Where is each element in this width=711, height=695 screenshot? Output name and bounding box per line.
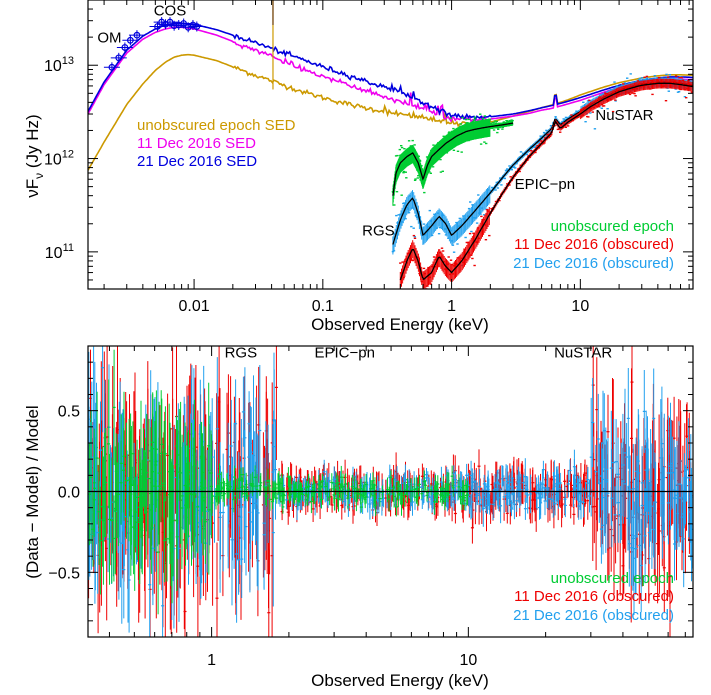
model-line-unobscured	[392, 122, 514, 196]
annotation-nustar: NuSTAR	[595, 107, 653, 124]
series-dec11	[399, 75, 693, 289]
sed-y-axis-label-sub: ν	[32, 173, 46, 179]
annotation-epicpn: EPIC−pn	[515, 176, 575, 193]
series-unobscured	[391, 113, 514, 206]
residual-x-axis-label: Observed Energy (keV)	[311, 671, 489, 690]
legend-sed-dec11: 11 Dec 2016 SED	[137, 135, 256, 152]
legend-top-unobscured: unobscured epoch	[551, 218, 674, 235]
sed-tick-labels: 0.01 0.1 1 10 1011 1012 1013	[44, 55, 589, 315]
residual-x-tick-label: 10	[459, 652, 477, 669]
uv-data-markers	[103, 17, 205, 73]
legend-bottom-unobscured: unobscured epoch	[551, 570, 674, 587]
residual-series-group	[88, 346, 693, 637]
residual-panel: 1 10 −0.5 0.0 0.5 Observed Energy (keV) (Dat…	[23, 344, 694, 690]
sed-x-axis-label: Observed Energy (keV)	[311, 315, 489, 334]
residual-x-tick-label: 1	[207, 652, 216, 669]
sed-legend: unobscured epoch SED 11 Dec 2016 SED 21 …	[137, 117, 296, 170]
residual-legend: unobscured epoch 11 Dec 2016 (obscured) …	[513, 570, 674, 624]
legend-bottom-dec21: 21 Dec 2016 (obscured)	[513, 607, 674, 624]
sed-plot-frame	[87, 0, 694, 290]
residual-y-tick-label: 0.0	[58, 485, 80, 502]
sed-line-sed_unobscured	[88, 53, 693, 171]
sed-panel: 0.01 0.1 1 10 1011 1012 1013 Observed Energy (…	[23, 0, 694, 334]
model-line-dec11	[399, 82, 693, 281]
legend-top-dec11: 11 Dec 2016 (obscured)	[514, 236, 674, 253]
x-tick-label: 10	[571, 298, 589, 315]
residual-annotation-nustar: NuSTAR	[554, 344, 612, 361]
legend-bottom-dec11: 11 Dec 2016 (obscured)	[514, 588, 674, 605]
residual-ticks	[88, 345, 693, 638]
sed-annotations: OM COS NuSTAR EPIC−pn RGS	[97, 3, 653, 240]
sed-y-axis-label: νFν (Jy Hz)	[23, 114, 46, 197]
residual-series-unobscured	[88, 349, 469, 615]
x-tick-label: 0.1	[312, 298, 334, 315]
annotation-cos: COS	[154, 3, 187, 20]
sed-y-axis-label-main: νF	[23, 179, 42, 198]
residual-y-tick-label: 0.5	[58, 404, 80, 421]
x-tick-label: 1	[447, 298, 456, 315]
sed-ticks	[88, 0, 693, 290]
legend-sed-unobscured: unobscured epoch SED	[137, 117, 296, 134]
data-legend-top: unobscured epoch 11 Dec 2016 (obscured) …	[513, 218, 674, 272]
legend-sed-dec21: 21 Dec 2016 SED	[137, 153, 257, 170]
residual-y-tick-label: −0.5	[48, 565, 80, 582]
y-tick-label: 1012	[44, 149, 74, 169]
x-tick-label: 0.01	[179, 298, 210, 315]
annotation-om: OM	[97, 30, 121, 47]
annotation-rgs: RGS	[362, 222, 395, 239]
residual-y-axis-label: (Data − Model) / Model	[23, 405, 42, 578]
sed-y-axis-label-unit: (Jy Hz)	[23, 114, 42, 173]
series-sed_unobscured	[88, 53, 693, 171]
residual-tick-labels: 1 10 −0.5 0.0 0.5	[48, 404, 477, 669]
y-tick-label: 1011	[45, 242, 74, 262]
residual-annotation-rgs: RGS	[225, 344, 258, 361]
legend-top-dec21: 21 Dec 2016 (obscured)	[513, 255, 674, 272]
sed-series-group	[88, 0, 693, 289]
residual-annotations: RGS EPIC−pn NuSTAR	[225, 344, 613, 361]
residual-annotation-epicpn: EPIC−pn	[314, 344, 374, 361]
y-tick-label: 1013	[44, 55, 74, 75]
